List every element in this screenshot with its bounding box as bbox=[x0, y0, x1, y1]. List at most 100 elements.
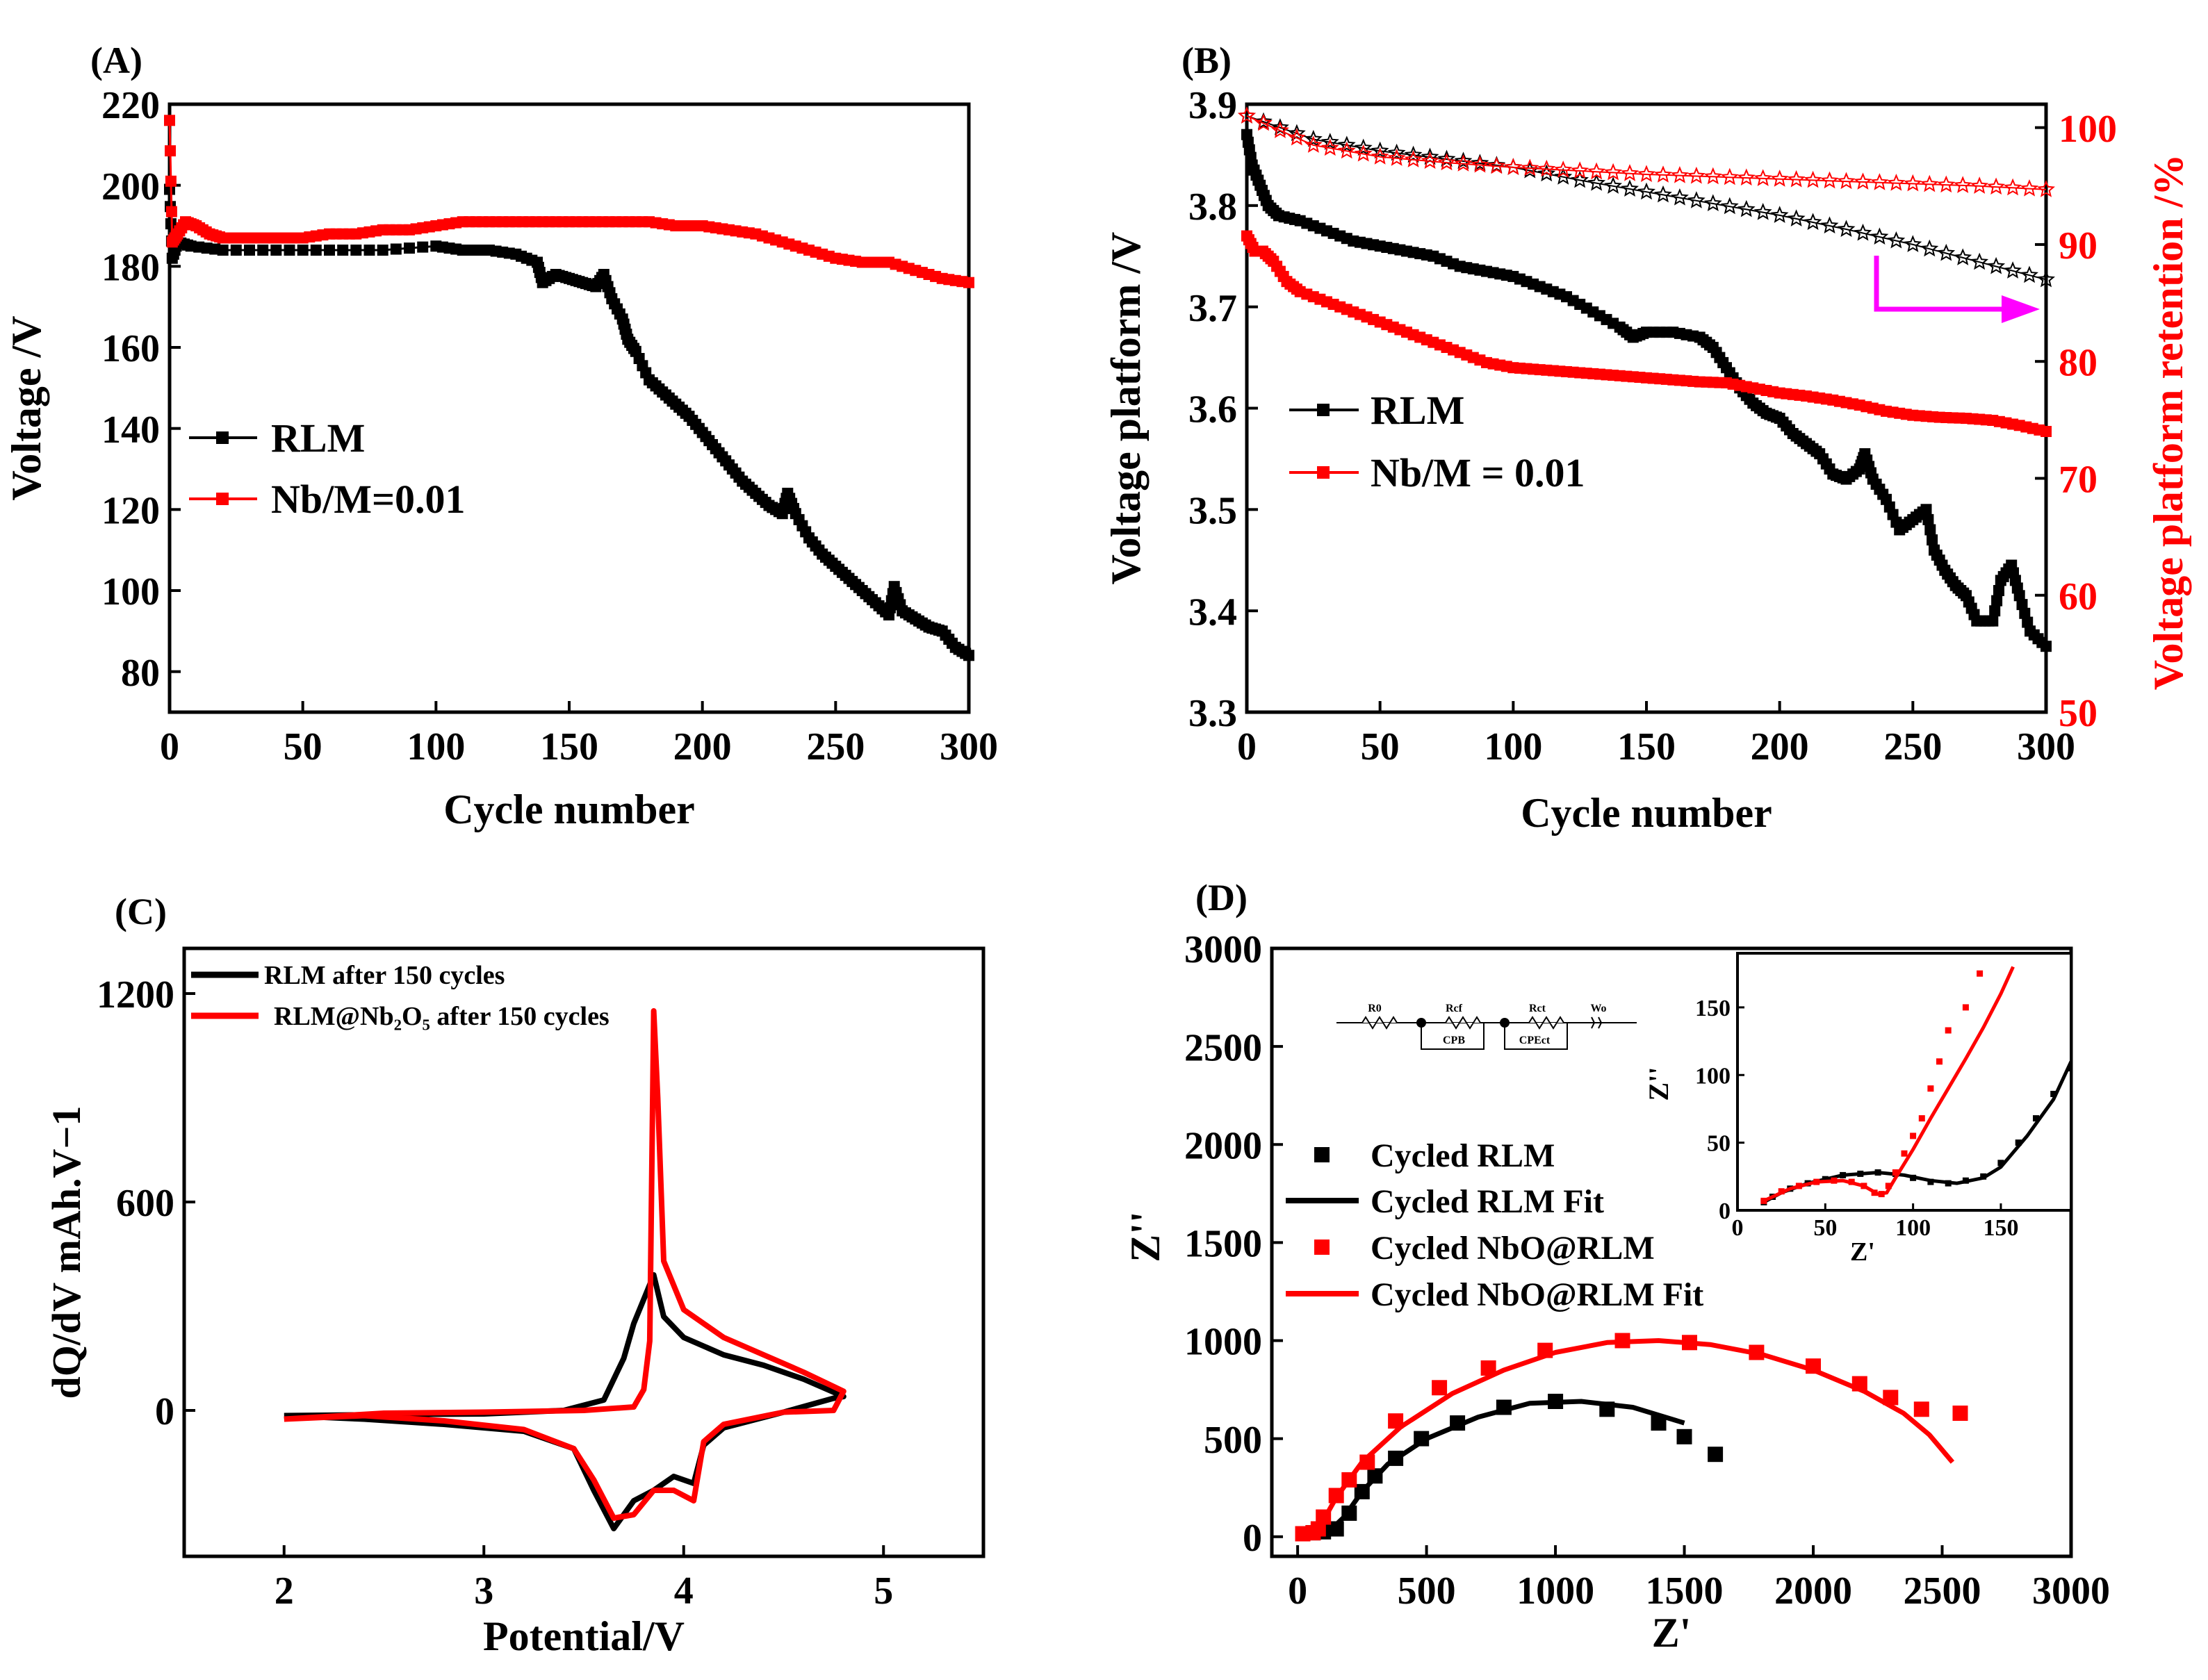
panel-a-rlm-markers-point bbox=[417, 241, 429, 253]
panel-b-xtick-label: 200 bbox=[1751, 725, 1809, 768]
panel-b-nb-retention-markers-point bbox=[1653, 165, 1672, 183]
panel-b-nb-retention-markers-point bbox=[1304, 135, 1323, 153]
panel-d-inset-plot bbox=[1760, 966, 2071, 1205]
panel-b-nb-retention-markers-point bbox=[1554, 160, 1573, 178]
panel-a-ytick-label: 220 bbox=[101, 84, 160, 127]
panel-b-nb-retention-markers-point bbox=[1753, 169, 1772, 186]
panel-b-rlm-retention-markers-point bbox=[1371, 141, 1389, 159]
panel-c-ytick-label: 1200 bbox=[97, 973, 174, 1016]
panel-d-inset-nb-point bbox=[1885, 1183, 1892, 1189]
panel-c-ytick-label: 600 bbox=[116, 1182, 174, 1225]
panel-d-rlm-markers-point bbox=[1651, 1415, 1667, 1431]
panel-d-xtick-label: 0 bbox=[1288, 1570, 1307, 1613]
panel-a-frame bbox=[167, 102, 971, 714]
panel-d-xtick-label: 2500 bbox=[1904, 1570, 1981, 1613]
panel-b-rlm-retention-markers-point bbox=[2020, 265, 2039, 283]
panel-b-nb-retention-markers-point bbox=[1703, 167, 1722, 185]
panel-d-nb-markers-point bbox=[1432, 1380, 1448, 1396]
panel-a-xtick-label: 50 bbox=[284, 725, 322, 768]
panel-b-nb-retention-markers-point bbox=[1737, 168, 1756, 186]
panel-b-rlm-markers-point bbox=[1993, 585, 2004, 596]
panel-b-rlm-retention-markers-point bbox=[1787, 209, 1806, 227]
panel-b-rlm-markers-point bbox=[1987, 615, 1999, 627]
panel-d-frame bbox=[1270, 946, 2073, 1558]
panel-b-right-ytick-label: 100 bbox=[2059, 108, 2117, 151]
panel-a-ylabel: Voltage /V bbox=[3, 315, 49, 500]
panel-b-rlm-retention-markers-point bbox=[1337, 135, 1356, 153]
panel-b-nb-retention-markers-point bbox=[1404, 150, 1423, 167]
panel-b-rlm-retention-markers-point bbox=[1737, 199, 1756, 217]
panel-b-arrowhead bbox=[2002, 295, 2040, 323]
panel-b-rlm-retention-markers-point bbox=[1870, 227, 1889, 245]
panel-b-rlm-retention-markers-point bbox=[1621, 179, 1639, 197]
panel-a-legend-marker bbox=[216, 493, 229, 505]
panel-d-inset-ytick-label: 50 bbox=[1707, 1131, 1731, 1157]
panel-b-xtick-label: 300 bbox=[2017, 725, 2075, 768]
panel-d-inset-rlm-point bbox=[1997, 1160, 2004, 1167]
panel-d-inset-nb-point bbox=[1901, 1150, 1908, 1157]
panel-d-inset-nb-point bbox=[1945, 1027, 1952, 1034]
panel-b-xtick-label: 250 bbox=[1883, 725, 1942, 768]
panel-b-rlm-retention-markers-point bbox=[1753, 202, 1772, 220]
panel-d-legend-label: Cycled RLM Fit bbox=[1371, 1183, 1604, 1220]
panel-d-xtick-label: 500 bbox=[1398, 1570, 1456, 1613]
panel-b-rlm-retention-markers-point bbox=[1287, 124, 1306, 142]
panel-b-legend-label: RLM bbox=[1371, 388, 1464, 433]
panel-d-xtick-label: 1500 bbox=[1646, 1570, 1724, 1613]
panel-b-nb-retention-markers-point bbox=[1621, 164, 1639, 181]
panel-b-ytick-label: 3.9 bbox=[1188, 84, 1237, 127]
panel-c-xtick-label: 4 bbox=[674, 1570, 694, 1613]
panel-b-nb-retention-markers-point bbox=[1271, 121, 1289, 138]
panel-a-rlm-markers-point bbox=[284, 245, 295, 256]
panel-b-rlm-retention-markers-point bbox=[1703, 194, 1722, 211]
panel-d-inset-rlm-point bbox=[2050, 1091, 2057, 1097]
panel-b-nb-retention-markers-point bbox=[1804, 170, 1822, 188]
panel-a-ytick-label: 120 bbox=[101, 489, 160, 532]
panel-b-nb-retention-markers-point bbox=[2037, 180, 2055, 197]
panel-a-xtick-label: 200 bbox=[673, 725, 732, 768]
panel-d-inset-ytick-label: 100 bbox=[1695, 1063, 1731, 1089]
panel-b-nb-retention-markers-point bbox=[1637, 165, 1656, 183]
panel-b-nb-retention-markers-point bbox=[1238, 106, 1256, 124]
panel-a-rlm-markers-point bbox=[297, 245, 309, 256]
panel-d-inset-ylabel: Z'' bbox=[1643, 1067, 1674, 1101]
panel-a-xtick-label: 300 bbox=[940, 725, 998, 768]
panel-d-circuit-label: Wo bbox=[1590, 1003, 1606, 1014]
panel-b-rlm-retention-markers-point bbox=[1954, 248, 1972, 265]
panel-b-rlm-markers-point bbox=[1920, 504, 1932, 516]
panel-b-rlm-markers-point bbox=[1922, 513, 1934, 525]
panel-c-xtick-label: 5 bbox=[874, 1570, 893, 1613]
panel-b-rlm-retention-markers-point bbox=[2036, 270, 2056, 288]
panel-d-nb-markers-point bbox=[1480, 1360, 1496, 1376]
panel-d-circuit-label: Rct bbox=[1529, 1003, 1546, 1014]
panel-a-nb-markers-point bbox=[165, 206, 177, 217]
panel-a-rlm-markers-point bbox=[324, 245, 335, 256]
panel-d-xtick-label: 1000 bbox=[1516, 1570, 1594, 1613]
panel-b-legend-label: Nb/M = 0.01 bbox=[1371, 450, 1585, 495]
panel-d-resistor bbox=[1361, 1016, 1398, 1030]
panel-d-rlm-markers-point bbox=[1708, 1447, 1724, 1463]
panel-b-nb-retention-markers-point bbox=[1820, 171, 1839, 189]
panel-b-nb-retention-markers-point bbox=[2004, 178, 2022, 196]
panel-d-nb-markers-point bbox=[1388, 1413, 1404, 1429]
panel-b-ytick-label: 3.8 bbox=[1188, 186, 1237, 229]
panel-b-rlm-retention-markers-point bbox=[1937, 243, 1956, 261]
panel-b-nb-retention-markers-point bbox=[1604, 163, 1622, 181]
panel-d-inset-nb-point bbox=[1977, 970, 1984, 977]
panel-d-ytick-label: 500 bbox=[1204, 1419, 1262, 1462]
panel-b-nb-retention-markers-point bbox=[1837, 172, 1856, 190]
panel-d-circuit-label: R0 bbox=[1368, 1003, 1382, 1014]
panel-b-nb-retention-markers-point bbox=[1937, 175, 1956, 193]
panel-d-nb-fit bbox=[1302, 1338, 1955, 1536]
panel-d-node bbox=[1416, 1018, 1426, 1028]
panel-b-nb-retention-markers-point bbox=[1537, 159, 1556, 177]
panel-d-inset-nb-point bbox=[1910, 1133, 1917, 1139]
panel-b-rlm-retention-markers-point bbox=[1404, 145, 1423, 163]
panel-b-nb-retention-markers-point bbox=[1687, 166, 1706, 184]
panel-a-xtick-label: 100 bbox=[407, 725, 465, 768]
panel-b-nb-retention-markers-point bbox=[1437, 153, 1456, 171]
panel-a-xtick-label: 150 bbox=[540, 725, 598, 768]
panel-d-nb-markers-point bbox=[1952, 1406, 1968, 1421]
panel-d-legend-marker bbox=[1314, 1147, 1330, 1162]
panel-b-nb-retention-markers-point bbox=[1287, 128, 1306, 146]
